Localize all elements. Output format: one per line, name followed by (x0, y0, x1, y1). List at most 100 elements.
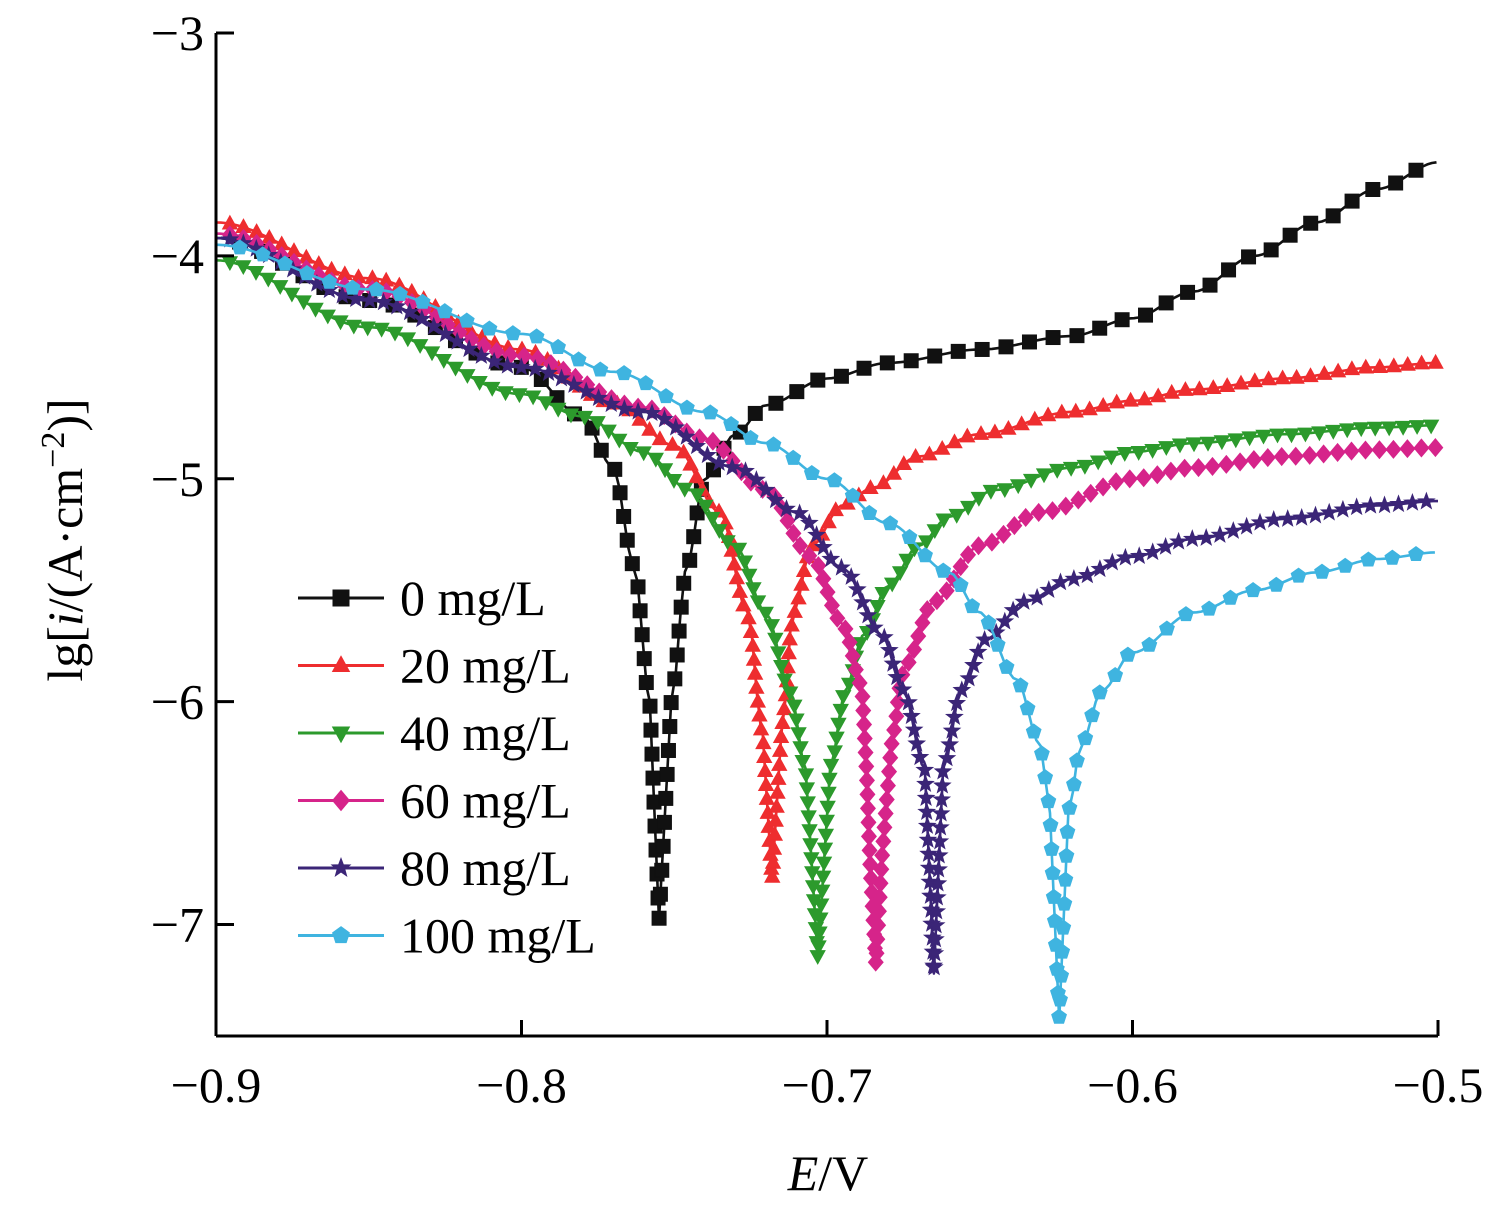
data-point (655, 409, 674, 428)
data-point (1232, 452, 1249, 472)
data-point (319, 280, 339, 299)
data-point (682, 552, 698, 568)
data-point (1273, 447, 1290, 467)
data-point (768, 395, 784, 411)
data-point (1422, 419, 1440, 435)
data-point (387, 296, 407, 315)
data-point (1329, 362, 1347, 378)
data-point (817, 828, 835, 844)
data-point (447, 331, 467, 350)
data-point (1081, 400, 1098, 416)
data-point (592, 361, 609, 377)
y-axis-title-post: )] (37, 398, 93, 431)
data-point (1201, 600, 1218, 616)
data-point (1044, 501, 1061, 521)
data-point (1067, 402, 1084, 418)
data-point (1380, 421, 1398, 437)
data-point (632, 603, 648, 619)
data-point (828, 731, 845, 747)
data-point (818, 814, 835, 830)
y-axis-title: lg[i/(A·cm−2)] (35, 398, 93, 681)
data-point (414, 293, 431, 309)
data-point (847, 579, 867, 598)
data-point (774, 714, 791, 729)
data-point (1292, 507, 1311, 526)
data-point (1282, 227, 1298, 243)
data-point (757, 776, 775, 791)
data-point (1092, 320, 1108, 336)
data-point (832, 557, 851, 576)
data-point (1149, 387, 1167, 403)
data-point (960, 545, 977, 565)
data-point (1371, 358, 1388, 373)
data-point (728, 569, 746, 585)
data-point (1051, 1008, 1067, 1024)
data-point (974, 341, 990, 357)
data-point (1141, 636, 1158, 652)
legend-marker (331, 789, 351, 812)
data-point (636, 651, 652, 667)
legend-item: 0 mg/L (298, 570, 546, 626)
data-point (764, 867, 781, 883)
data-point (875, 831, 892, 851)
data-point (1107, 666, 1124, 682)
data-point (1042, 816, 1059, 832)
data-point (891, 566, 909, 582)
data-point (601, 394, 621, 413)
data-point (726, 555, 743, 571)
data-point (952, 576, 969, 592)
x-tick-label: −0.8 (476, 1057, 567, 1113)
data-point (1053, 967, 1070, 983)
y-tick-label: −6 (151, 674, 204, 730)
data-point (689, 488, 706, 504)
data-point (926, 929, 945, 948)
data-point (1245, 581, 1261, 598)
data-point (1344, 193, 1360, 209)
data-point (1049, 463, 1066, 479)
data-point (676, 426, 696, 445)
data-point (810, 372, 826, 388)
data-point (1180, 284, 1196, 300)
data-point (1329, 442, 1346, 462)
data-point (730, 542, 748, 558)
x-axis-title-symbol: E (787, 1145, 819, 1201)
data-point (870, 915, 887, 935)
data-point (861, 504, 878, 520)
data-point (622, 442, 639, 457)
data-point (593, 442, 609, 458)
data-point (471, 346, 491, 364)
data-point (1366, 421, 1384, 437)
data-point (552, 368, 571, 387)
data-point (735, 596, 752, 612)
data-point (612, 485, 628, 501)
data-point (858, 605, 878, 624)
data-point (576, 381, 596, 400)
data-point (801, 824, 818, 840)
data-point (497, 386, 514, 402)
data-point (1069, 328, 1085, 344)
data-point (840, 677, 858, 693)
data-point (1245, 450, 1262, 470)
data-point (1394, 420, 1412, 436)
data-point (800, 810, 817, 826)
legend-item: 20 mg/L (298, 638, 571, 694)
data-point (624, 556, 640, 572)
data-point (1325, 424, 1342, 440)
data-point (1149, 465, 1166, 485)
data-point (945, 707, 964, 725)
data-point (702, 404, 719, 420)
data-point (931, 817, 950, 836)
data-point (277, 255, 293, 271)
data-point (1290, 567, 1307, 583)
data-point (883, 734, 900, 754)
data-point (1045, 888, 1062, 904)
data-point (1027, 587, 1047, 606)
data-point (698, 445, 717, 464)
data-point (904, 719, 924, 738)
data-point (749, 595, 767, 611)
data-point (1045, 330, 1061, 346)
data-point (882, 515, 899, 531)
data-point (879, 355, 895, 371)
data-point (790, 589, 807, 605)
data-point (436, 303, 453, 319)
